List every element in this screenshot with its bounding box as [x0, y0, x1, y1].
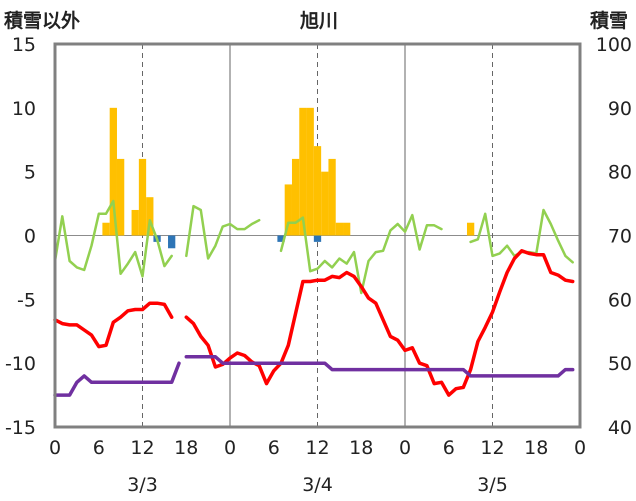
x-tick-label: 12 [305, 437, 329, 459]
x-tick-label: 12 [480, 437, 504, 459]
right-y-tick-label: 80 [608, 162, 632, 184]
snowfall-bar [343, 222, 351, 236]
left-y-tick-label: 0 [24, 226, 36, 248]
right-y-tick-label: 70 [608, 226, 632, 248]
left-y-tick-label: 5 [24, 162, 36, 184]
x-tick-label: 12 [130, 437, 154, 459]
right-y-tick-label: 50 [608, 353, 632, 375]
left-y-tick-label: -5 [17, 289, 36, 311]
wind-line [53, 199, 173, 278]
snowfall-bar [284, 184, 292, 236]
chart-title: 旭川 [300, 10, 339, 32]
snowfall-bar [328, 158, 336, 236]
snowfall-bar [102, 222, 110, 236]
right-y-tick-label: 40 [608, 417, 632, 439]
temperature-line [53, 301, 174, 349]
snowfall-bar [299, 107, 307, 236]
left-y-tick-label: -10 [5, 353, 36, 375]
x-tick-label: 6 [443, 437, 455, 459]
precip_blue-bar [277, 235, 285, 242]
precip_blue-bar [313, 235, 322, 242]
day-label: 3/3 [127, 474, 158, 496]
snowfall-bar [138, 158, 147, 236]
snowfall-bar [313, 146, 322, 236]
precip_blue-bar [168, 235, 176, 249]
left-y-tick-label: -15 [5, 417, 36, 439]
x-tick-label: 6 [268, 437, 280, 459]
snowfall-bar [321, 171, 329, 236]
right-axis-title: 積雪 [590, 10, 629, 32]
right-y-tick-label: 60 [608, 289, 632, 311]
left-axis-title: 積雪以外 [4, 10, 81, 32]
line-series [53, 199, 575, 397]
snowfall-bar [131, 209, 139, 236]
x-tick-label: 0 [49, 437, 61, 459]
day-label: 3/5 [477, 474, 508, 496]
right-y-tick-label: 90 [608, 98, 632, 120]
plot-frame [53, 42, 582, 429]
x-tick-label: 6 [93, 437, 105, 459]
left-y-tick-label: 15 [12, 34, 36, 56]
snowfall-bar [306, 107, 314, 236]
left-y-tick-label: 10 [12, 98, 36, 120]
wind-line [279, 213, 443, 295]
wind-line [185, 204, 261, 260]
snowfall-bar [335, 222, 344, 236]
temperature-line [184, 249, 575, 397]
x-tick-label: 18 [524, 437, 548, 459]
snowfall-bar [109, 107, 117, 236]
x-tick-label: 0 [399, 437, 411, 459]
snowfall-bar [146, 197, 154, 236]
snow_depth-line [184, 355, 575, 378]
snow_depth-line [53, 361, 181, 397]
x-tick-label: 0 [574, 437, 586, 459]
x-tick-label: 0 [224, 437, 236, 459]
day-label: 3/4 [302, 474, 333, 496]
x-tick-label: 18 [349, 437, 373, 459]
snowfall-bar [116, 158, 125, 236]
x-tick-label: 18 [174, 437, 198, 459]
snowfall-bar [291, 158, 300, 236]
bar-series [102, 107, 475, 249]
right-y-tick-label: 100 [596, 34, 632, 56]
snowfall-bar [466, 222, 475, 236]
